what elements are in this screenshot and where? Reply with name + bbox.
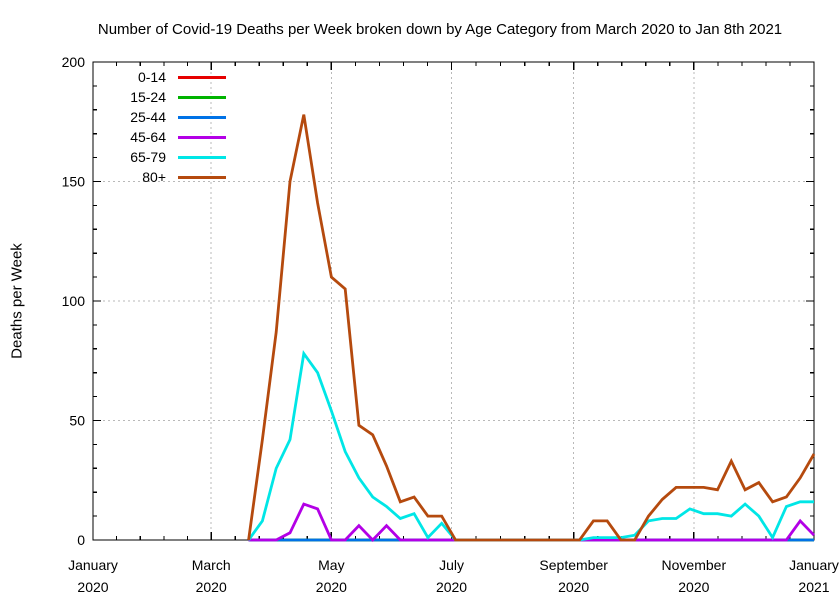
legend-row-25-44: 25-44	[96, 107, 226, 127]
legend-label-0-14: 0-14	[137, 69, 166, 85]
series-line-65-79	[247, 350, 814, 542]
legend-row-15-24: 15-24	[96, 87, 226, 107]
legend-line-sample-80+	[178, 175, 226, 179]
x-tick-label-month: March	[192, 557, 231, 573]
legend: 0-14 15-24 25-44 45-64 65-79 80+	[96, 67, 226, 187]
legend-label-80+: 80+	[142, 169, 166, 185]
y-tick-label: 50	[69, 413, 85, 429]
legend-line-sample-65-79	[178, 155, 226, 159]
x-tick-label-year: 2020	[196, 579, 227, 595]
chart-title: Number of Covid-19 Deaths per Week broke…	[97, 21, 783, 38]
legend-row-80+: 80+	[96, 167, 226, 187]
y-tick-label: 200	[62, 54, 86, 70]
legend-label-65-79: 65-79	[130, 149, 166, 165]
legend-label-25-44: 25-44	[130, 109, 166, 125]
x-tick-label-month: November	[662, 557, 727, 573]
x-tick-label-year: 2020	[436, 579, 467, 595]
legend-row-45-64: 45-64	[96, 127, 226, 147]
x-tick-label-year: 2020	[558, 579, 589, 595]
x-tick-label-month: January	[789, 557, 839, 573]
legend-line-sample-25-44	[178, 115, 226, 119]
x-tick-label-month: January	[68, 557, 118, 573]
y-tick-label: 0	[77, 532, 85, 548]
legend-line-sample-0-14	[178, 75, 226, 79]
legend-line-sample-45-64	[178, 135, 226, 139]
x-tick-label-year: 2020	[678, 579, 709, 595]
legend-label-15-24: 15-24	[130, 89, 166, 105]
legend-line-sample-15-24	[178, 95, 226, 99]
x-tick-label-year: 2021	[798, 579, 829, 595]
x-tick-label-month: September	[539, 557, 608, 573]
y-tick-label: 100	[62, 293, 86, 309]
series-line-45-64	[248, 502, 816, 543]
series-line-80+	[247, 114, 816, 542]
y-tick-label: 150	[62, 174, 86, 190]
x-tick-label-month: July	[439, 557, 464, 573]
legend-row-65-79: 65-79	[96, 147, 226, 167]
x-tick-label-year: 2020	[316, 579, 347, 595]
x-tick-label-month: May	[318, 557, 344, 573]
legend-row-0-14: 0-14	[96, 67, 226, 87]
x-tick-label-year: 2020	[77, 579, 108, 595]
legend-label-45-64: 45-64	[130, 129, 166, 145]
